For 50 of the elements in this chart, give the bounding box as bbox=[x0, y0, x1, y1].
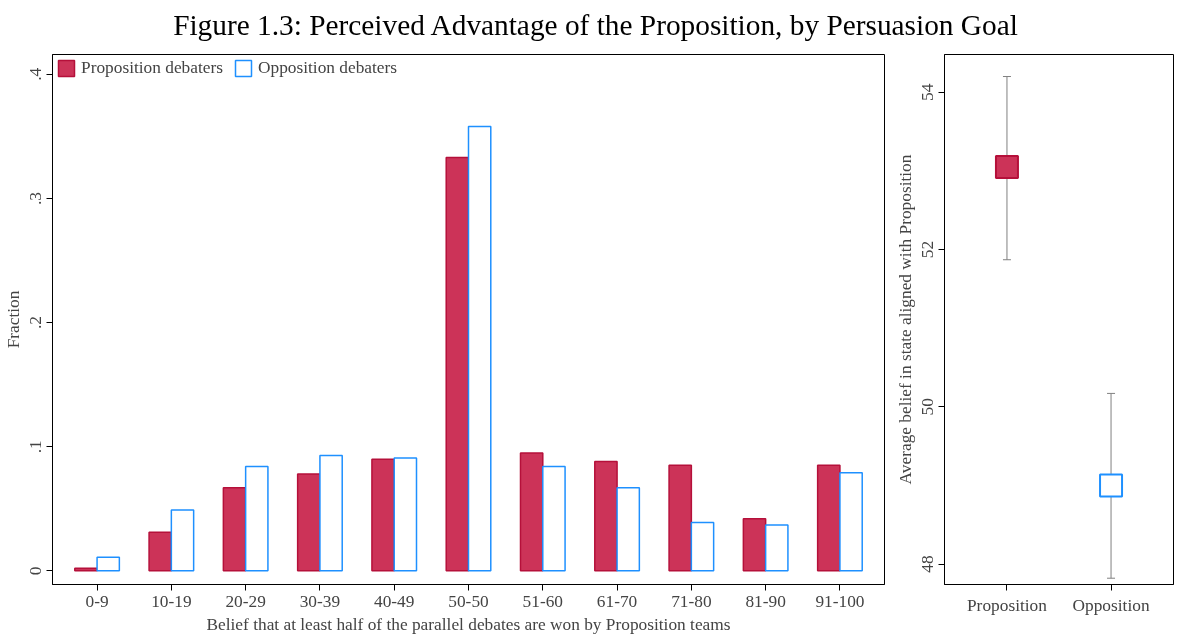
bar bbox=[690, 521, 715, 572]
legend-label: Opposition debaters bbox=[257, 58, 398, 78]
x-tick-label: 40-49 bbox=[374, 591, 415, 611]
x-tick-label: 30-39 bbox=[299, 591, 341, 611]
bar bbox=[764, 524, 789, 572]
x-tick-label: Opposition bbox=[1072, 595, 1150, 615]
y-tick-label: .1 bbox=[26, 440, 46, 454]
bar bbox=[616, 486, 641, 572]
bar bbox=[148, 531, 173, 572]
x-tick-label: 71-80 bbox=[671, 591, 712, 611]
chart-title: Figure 1.3: Perceived Advantage of the Proposition, by Persuasion Goal bbox=[173, 8, 1018, 43]
bar bbox=[371, 458, 395, 572]
bar bbox=[222, 486, 247, 572]
bar bbox=[96, 556, 121, 572]
y-tick-label: 52 bbox=[918, 240, 938, 259]
y-tick-label: .3 bbox=[26, 191, 46, 205]
bar bbox=[445, 156, 470, 572]
bar bbox=[319, 454, 343, 572]
y-tick-label: 54 bbox=[918, 83, 938, 101]
x-tick-label: 61-70 bbox=[596, 591, 638, 611]
x-tick-label: 81-90 bbox=[745, 591, 786, 611]
bar bbox=[594, 460, 618, 572]
bar bbox=[244, 465, 269, 572]
y-tick-label: .2 bbox=[26, 316, 46, 330]
bar bbox=[393, 457, 418, 572]
bar bbox=[296, 473, 321, 572]
x-tick-label: 50-50 bbox=[448, 591, 489, 611]
x-tick-label: 20-29 bbox=[225, 591, 266, 611]
x-tick-label: 91-100 bbox=[815, 591, 865, 611]
y-axis-title: Fraction bbox=[3, 290, 23, 349]
bar bbox=[542, 465, 566, 572]
bar bbox=[170, 509, 195, 572]
x-tick-label: Proposition bbox=[967, 595, 1048, 615]
y-tick-label: 48 bbox=[918, 555, 938, 573]
bar bbox=[74, 567, 98, 572]
y-tick-label: .4 bbox=[26, 67, 46, 81]
x-tick-label: 10-19 bbox=[151, 591, 192, 611]
y-tick-label: 50 bbox=[918, 398, 938, 416]
bar bbox=[467, 125, 492, 572]
bar bbox=[519, 452, 544, 572]
y-tick-label: 0 bbox=[26, 566, 46, 576]
bar bbox=[668, 464, 693, 572]
x-tick-label: 51-60 bbox=[522, 591, 564, 611]
x-tick-label: 0-9 bbox=[85, 591, 109, 611]
y-axis-title: Average belief in state aligned with Proposition bbox=[895, 154, 915, 485]
x-axis-title: Belief that at least half of the parallel debates are won by Proposition teams bbox=[206, 614, 731, 634]
bar bbox=[816, 464, 841, 572]
bar bbox=[839, 472, 863, 572]
bar bbox=[742, 517, 767, 572]
legend-label: Proposition debaters bbox=[81, 58, 223, 78]
